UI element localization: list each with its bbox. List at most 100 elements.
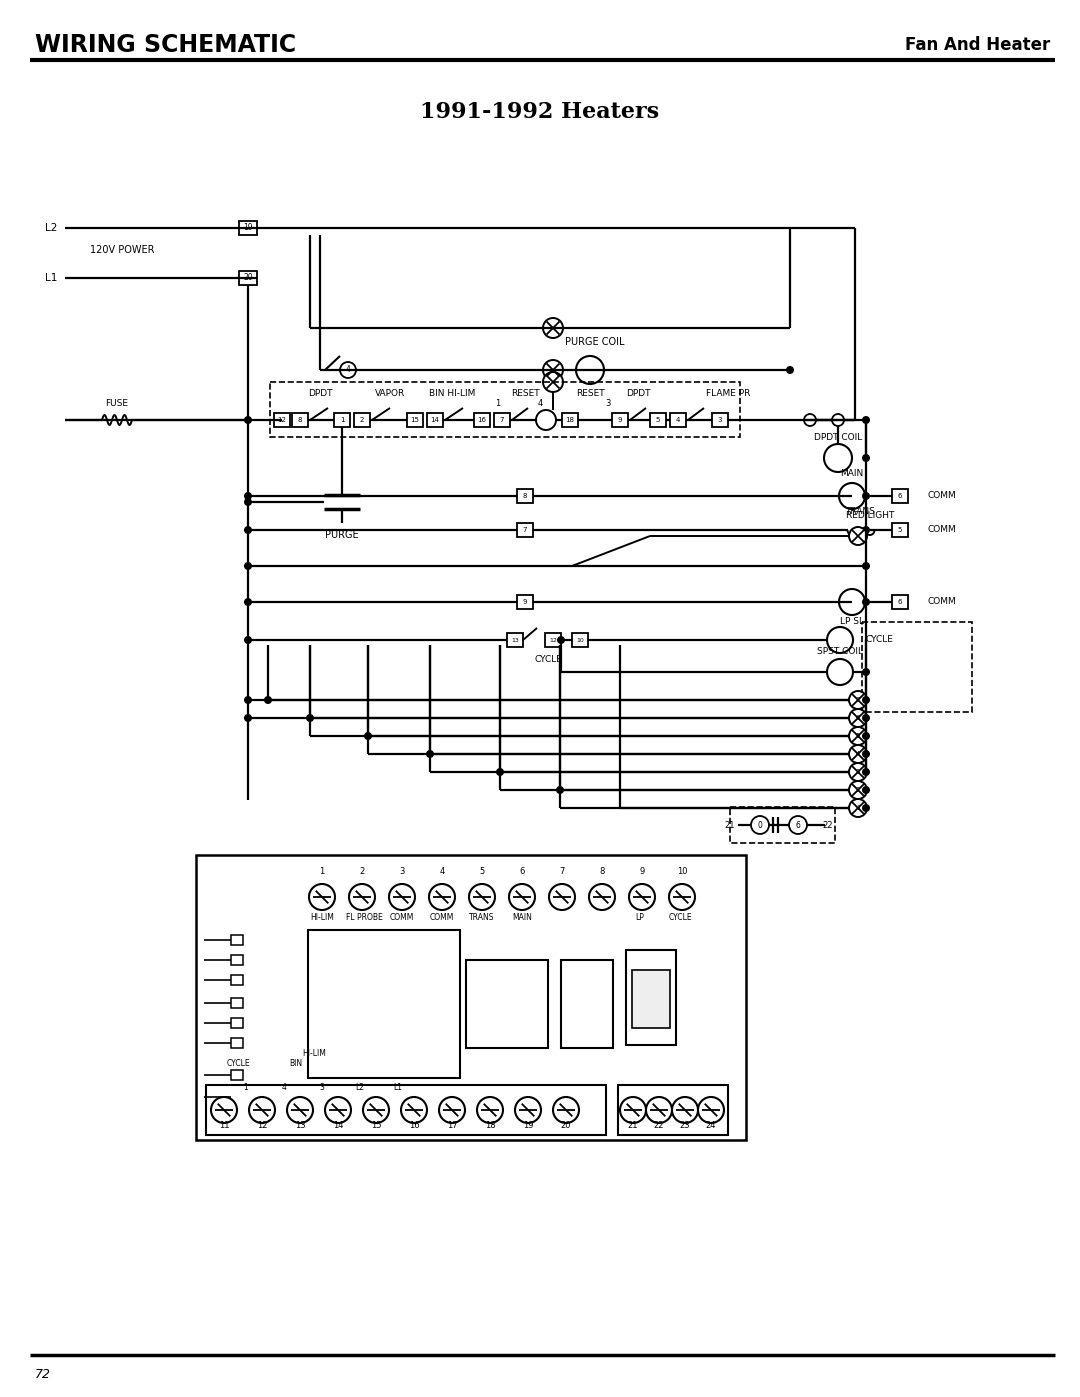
Circle shape <box>543 319 563 338</box>
Circle shape <box>849 692 867 710</box>
Bar <box>494 414 510 427</box>
Bar <box>239 271 257 285</box>
Text: LP SL: LP SL <box>840 617 864 626</box>
Text: TRANS: TRANS <box>845 507 875 517</box>
Text: 72: 72 <box>35 1369 51 1382</box>
Bar <box>892 522 908 536</box>
Circle shape <box>401 1097 427 1123</box>
Bar <box>517 522 534 536</box>
Bar <box>612 414 627 427</box>
Text: BIN: BIN <box>289 1059 302 1067</box>
Text: 12: 12 <box>257 1122 267 1130</box>
Text: 1991-1992 Heaters: 1991-1992 Heaters <box>420 101 660 123</box>
Circle shape <box>429 884 455 909</box>
Circle shape <box>629 884 654 909</box>
Circle shape <box>862 454 870 462</box>
Bar <box>270 381 740 437</box>
Bar <box>195 855 746 1140</box>
Text: 3: 3 <box>400 868 405 876</box>
Text: COMM: COMM <box>928 598 957 606</box>
Circle shape <box>862 668 870 676</box>
Text: 24: 24 <box>705 1122 716 1130</box>
Circle shape <box>789 816 807 834</box>
Bar <box>892 595 908 609</box>
Circle shape <box>244 492 252 500</box>
Bar <box>892 489 908 503</box>
Bar <box>206 1085 606 1134</box>
Text: BIN HI-LIM: BIN HI-LIM <box>429 388 475 398</box>
Text: 15: 15 <box>370 1122 381 1130</box>
Text: MAIN: MAIN <box>512 912 532 922</box>
Circle shape <box>862 527 870 534</box>
Circle shape <box>804 414 816 426</box>
Text: SPST COIL: SPST COIL <box>816 647 863 657</box>
Bar <box>561 960 613 1048</box>
Circle shape <box>244 636 252 644</box>
Text: 16: 16 <box>477 416 486 423</box>
Circle shape <box>306 714 314 722</box>
Circle shape <box>363 1097 389 1123</box>
Text: DPDT: DPDT <box>625 388 650 398</box>
Text: 3: 3 <box>718 416 723 423</box>
Bar <box>407 414 423 427</box>
Text: MAIN: MAIN <box>840 469 864 479</box>
Text: 8: 8 <box>599 868 605 876</box>
Bar <box>632 970 670 1028</box>
Bar <box>670 414 686 427</box>
Text: 21: 21 <box>627 1122 638 1130</box>
Text: FUSE: FUSE <box>106 398 129 408</box>
Text: 9: 9 <box>618 416 622 423</box>
Text: 20: 20 <box>561 1122 571 1130</box>
Text: VAPOR: VAPOR <box>375 388 405 398</box>
Circle shape <box>287 1097 313 1123</box>
Text: COMM: COMM <box>430 912 455 922</box>
Circle shape <box>477 1097 503 1123</box>
Circle shape <box>786 366 794 374</box>
Text: 3: 3 <box>320 1084 324 1092</box>
Circle shape <box>849 763 867 781</box>
Text: 13: 13 <box>295 1122 306 1130</box>
Bar <box>545 633 561 647</box>
Bar <box>626 950 676 1045</box>
Bar <box>517 489 534 503</box>
Circle shape <box>849 799 867 817</box>
Bar <box>354 414 370 427</box>
Text: LP: LP <box>635 912 645 922</box>
Text: 1: 1 <box>855 805 861 812</box>
Circle shape <box>469 884 495 909</box>
Circle shape <box>589 884 615 909</box>
Bar <box>572 633 588 647</box>
Circle shape <box>849 781 867 799</box>
Circle shape <box>839 590 865 615</box>
Circle shape <box>862 714 870 722</box>
Circle shape <box>211 1097 237 1123</box>
Bar <box>474 414 490 427</box>
Text: 3: 3 <box>855 768 861 775</box>
Text: 18: 18 <box>485 1122 496 1130</box>
Circle shape <box>862 416 870 425</box>
Bar <box>650 414 666 427</box>
Circle shape <box>553 1097 579 1123</box>
Circle shape <box>515 1097 541 1123</box>
Text: PURGE: PURGE <box>325 529 359 541</box>
Text: FLAME PR: FLAME PR <box>706 388 751 398</box>
Circle shape <box>698 1097 724 1123</box>
Text: 16: 16 <box>408 1122 419 1130</box>
Text: WIRING SCHEMATIC: WIRING SCHEMATIC <box>35 34 296 57</box>
Circle shape <box>496 768 504 775</box>
Circle shape <box>849 527 867 545</box>
Text: 6: 6 <box>855 715 861 721</box>
Bar <box>231 956 243 965</box>
Circle shape <box>389 884 415 909</box>
Text: 19: 19 <box>523 1122 534 1130</box>
Circle shape <box>646 1097 672 1123</box>
Text: 12: 12 <box>278 416 286 423</box>
Circle shape <box>862 562 870 570</box>
Circle shape <box>364 732 372 740</box>
Bar <box>231 997 243 1009</box>
Text: DPDT: DPDT <box>308 388 333 398</box>
Circle shape <box>827 627 853 652</box>
Circle shape <box>849 745 867 763</box>
Text: L1: L1 <box>393 1084 403 1092</box>
Circle shape <box>325 1097 351 1123</box>
